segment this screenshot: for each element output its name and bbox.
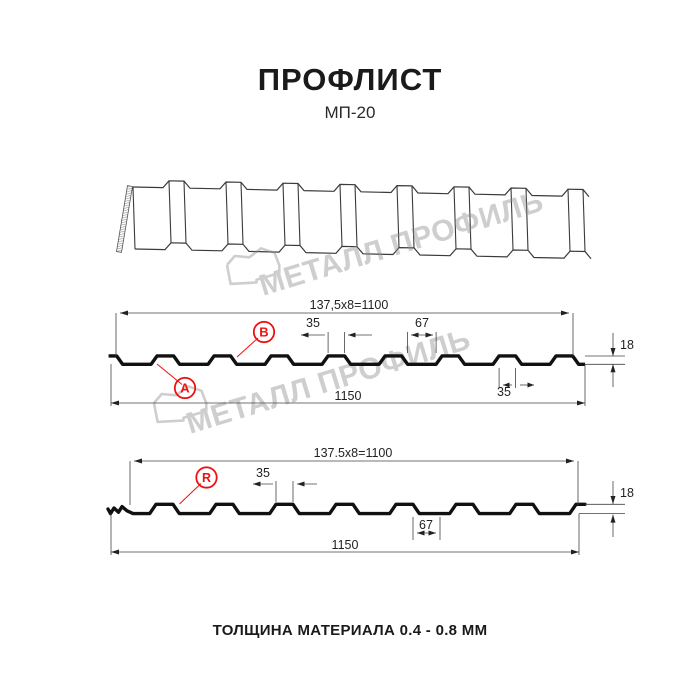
svg-text:137.5x8=1100: 137.5x8=1100 bbox=[314, 446, 393, 460]
svg-text:18: 18 bbox=[620, 486, 634, 500]
svg-text:1150: 1150 bbox=[332, 538, 359, 552]
svg-text:R: R bbox=[202, 471, 211, 485]
svg-text:35: 35 bbox=[256, 466, 270, 480]
svg-text:67: 67 bbox=[419, 518, 433, 532]
